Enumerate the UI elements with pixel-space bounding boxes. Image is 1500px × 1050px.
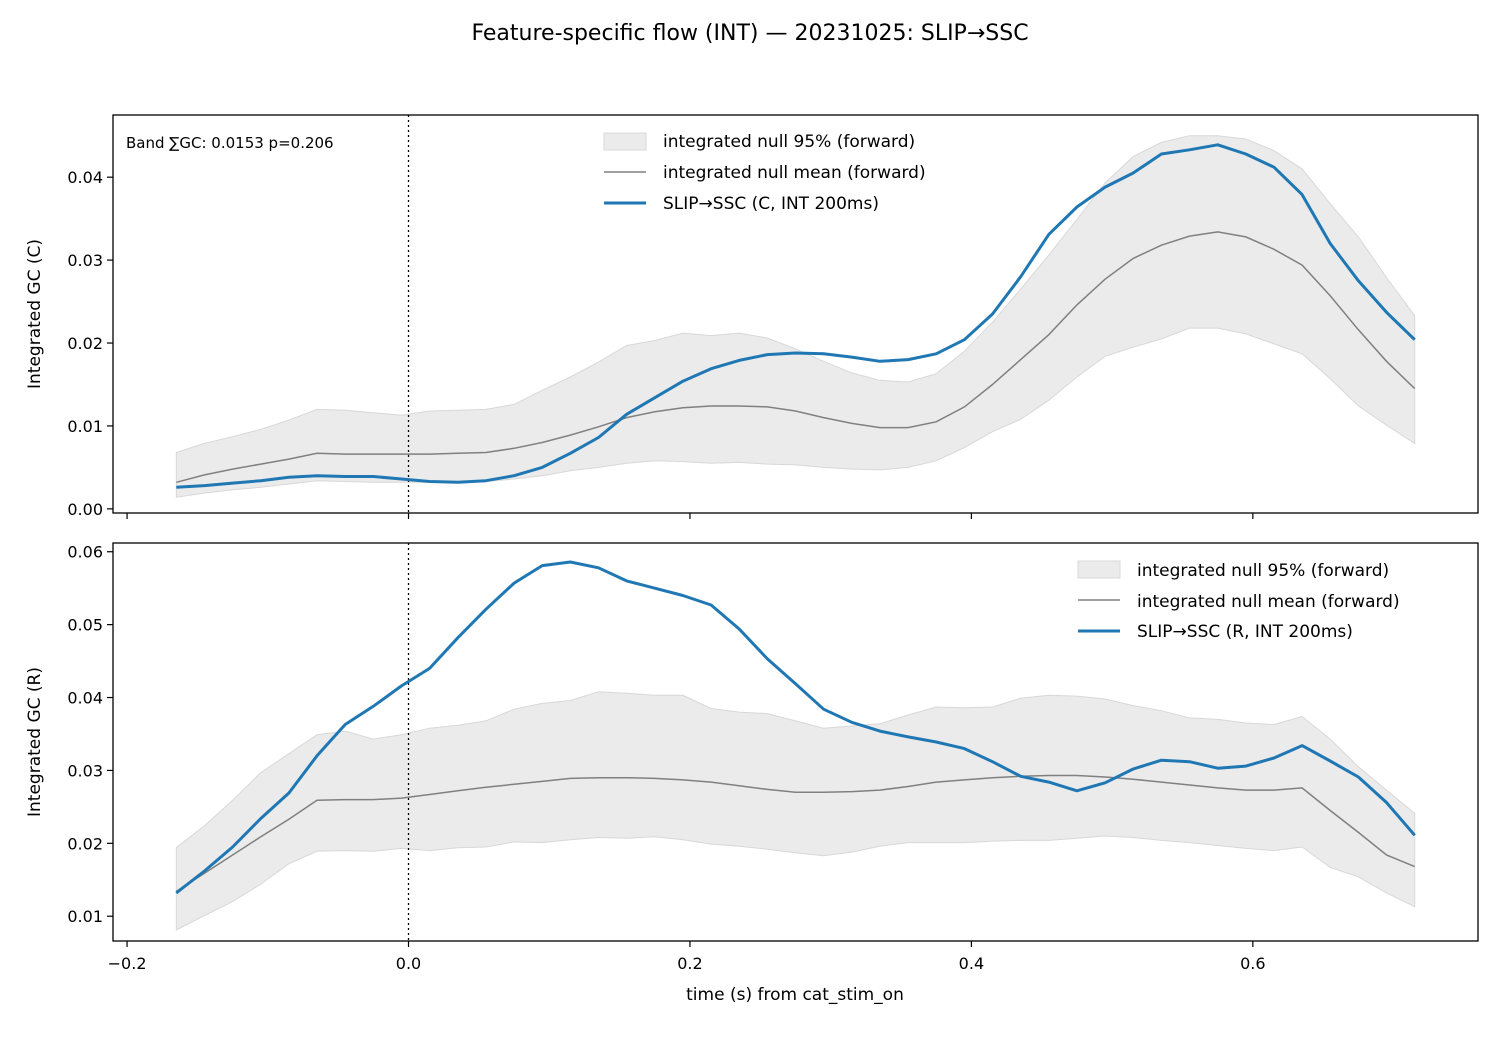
legend-top: integrated null 95% (forward) integrated… (603, 132, 926, 214)
legend-label-null-mean-bottom: integrated null mean (forward) (1137, 592, 1400, 612)
y-tick-label-bottom-4: 0.05 (67, 616, 103, 635)
y-tick-label-bottom-5: 0.06 (67, 543, 103, 562)
axis-ticks-top: 0.00 0.01 0.02 0.03 0.04 (67, 168, 1254, 519)
x-tick-label-bottom-4: 0.6 (1240, 954, 1265, 973)
null-mean-line-bottom (175, 774, 1415, 893)
x-tick-label-bottom-3: 0.4 (959, 954, 984, 973)
null-band-top (175, 135, 1416, 498)
y-tick-label-bottom-3: 0.04 (67, 689, 103, 708)
x-tick-label-bottom-1: 0.0 (396, 954, 421, 973)
axes-frame-bottom (112, 542, 1479, 942)
legend-label-null-mean-top: integrated null mean (forward) (663, 163, 926, 183)
null-mean-line-top (176, 231, 1416, 484)
series-line-bottom-0 (175, 560, 1416, 895)
y-tick-label-top-1: 0.01 (67, 417, 103, 436)
y-axis-label-top: Integrated GC (C) (25, 239, 45, 389)
y-tick-label-bottom-2: 0.03 (67, 761, 103, 780)
y-tick-label-top-3: 0.03 (67, 251, 103, 270)
axes-frame-top (112, 114, 1479, 514)
legend-bottom: integrated null 95% (forward) integrated… (1077, 560, 1400, 642)
y-tick-label-top-4: 0.04 (67, 168, 103, 187)
band-annotation: Band ∑GC: 0.0153 p=0.206 (126, 134, 334, 152)
series-line-top-0 (176, 143, 1416, 489)
y-tick-label-top-2: 0.02 (67, 334, 103, 353)
x-tick-label-bottom-0: −0.2 (108, 954, 147, 973)
y-tick-label-bottom-0: 0.01 (67, 907, 103, 926)
legend-swatch-band-bottom (1077, 560, 1121, 579)
figure-title: Feature-specific flow (INT) — 20231025: … (471, 21, 1028, 46)
panel-bottom: −0.2 0.0 0.2 0.4 0.6 0.01 0.02 0.03 0.04 0.05 0.06… (25, 542, 1479, 973)
x-axis-label: time (s) from cat_stim_on (686, 985, 904, 1005)
legend-label-band-top: integrated null 95% (forward) (663, 132, 915, 152)
plot-area-top (175, 115, 1416, 513)
null-band-bottom (175, 691, 1416, 931)
x-tick-label-bottom-2: 0.2 (677, 954, 702, 973)
legend-swatch-band-top (603, 132, 647, 151)
plot-area-bottom (175, 543, 1416, 941)
legend-label-series-bottom: SLIP→SSC (R, INT 200ms) (1137, 622, 1353, 642)
axis-ticks-bottom: −0.2 0.0 0.2 0.4 0.6 0.01 0.02 0.03 0.04 0.05 0.06 (67, 543, 1265, 973)
legend-label-series-top: SLIP→SSC (C, INT 200ms) (663, 194, 879, 214)
y-axis-label-bottom: Integrated GC (R) (25, 667, 45, 817)
legend-label-band-bottom: integrated null 95% (forward) (1137, 561, 1389, 581)
panel-top: 0.00 0.01 0.02 0.03 0.04 Integrated GC (C) B… (25, 114, 1479, 519)
y-tick-label-top-0: 0.00 (67, 500, 103, 519)
y-tick-label-bottom-1: 0.02 (67, 834, 103, 853)
